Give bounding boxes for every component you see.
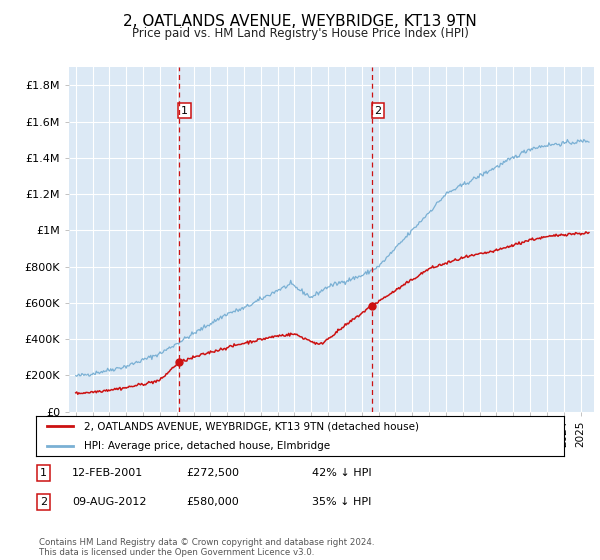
Text: 42% ↓ HPI: 42% ↓ HPI bbox=[312, 468, 371, 478]
Text: 09-AUG-2012: 09-AUG-2012 bbox=[72, 497, 146, 507]
Text: 35% ↓ HPI: 35% ↓ HPI bbox=[312, 497, 371, 507]
Text: 2: 2 bbox=[40, 497, 47, 507]
Text: Contains HM Land Registry data © Crown copyright and database right 2024.
This d: Contains HM Land Registry data © Crown c… bbox=[39, 538, 374, 557]
Text: 2: 2 bbox=[374, 106, 382, 116]
Text: HPI: Average price, detached house, Elmbridge: HPI: Average price, detached house, Elmb… bbox=[83, 441, 329, 451]
Text: 12-FEB-2001: 12-FEB-2001 bbox=[72, 468, 143, 478]
Text: £580,000: £580,000 bbox=[186, 497, 239, 507]
Text: £272,500: £272,500 bbox=[186, 468, 239, 478]
Text: 1: 1 bbox=[181, 106, 188, 116]
Text: Price paid vs. HM Land Registry's House Price Index (HPI): Price paid vs. HM Land Registry's House … bbox=[131, 27, 469, 40]
Text: 2, OATLANDS AVENUE, WEYBRIDGE, KT13 9TN (detached house): 2, OATLANDS AVENUE, WEYBRIDGE, KT13 9TN … bbox=[83, 421, 419, 431]
Text: 1: 1 bbox=[40, 468, 47, 478]
Text: 2, OATLANDS AVENUE, WEYBRIDGE, KT13 9TN: 2, OATLANDS AVENUE, WEYBRIDGE, KT13 9TN bbox=[123, 14, 477, 29]
